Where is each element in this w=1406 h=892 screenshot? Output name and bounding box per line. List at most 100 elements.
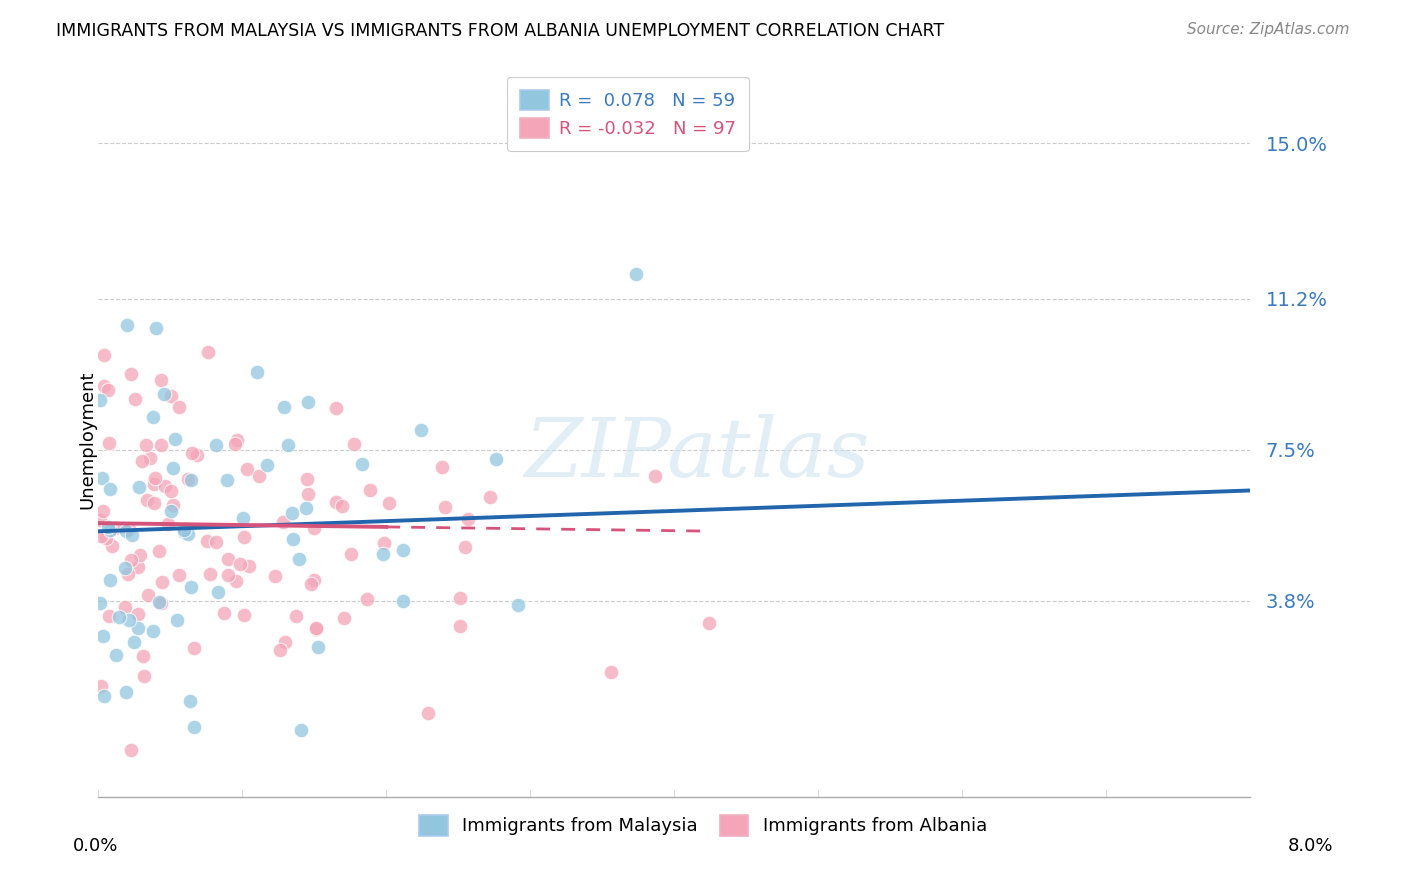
Point	[247, 469, 270, 483]
Point	[93, 379, 115, 393]
Text: 8.0%: 8.0%	[1288, 837, 1333, 855]
Point	[433, 500, 456, 515]
Point	[277, 438, 299, 452]
Point	[93, 348, 115, 362]
Point	[91, 470, 114, 484]
Point	[93, 689, 115, 703]
Point	[149, 596, 172, 610]
Point	[409, 423, 432, 437]
Point	[273, 400, 295, 414]
Point	[98, 523, 121, 537]
Point	[457, 512, 479, 526]
Point	[290, 723, 312, 737]
Point	[135, 438, 157, 452]
Point	[271, 515, 294, 529]
Y-axis label: Unemployment: Unemployment	[79, 370, 96, 508]
Point	[430, 459, 453, 474]
Point	[135, 493, 157, 508]
Point	[217, 568, 239, 582]
Point	[373, 536, 395, 550]
Point	[343, 437, 366, 451]
Point	[302, 574, 325, 588]
Point	[90, 679, 112, 693]
Point	[98, 609, 121, 624]
Point	[114, 524, 136, 539]
Point	[236, 462, 259, 476]
Point	[118, 523, 141, 537]
Point	[143, 471, 166, 485]
Point	[118, 613, 141, 627]
Point	[155, 479, 177, 493]
Point	[228, 558, 250, 572]
Point	[181, 446, 204, 460]
Point	[356, 591, 378, 606]
Point	[378, 496, 401, 510]
Point	[115, 318, 138, 332]
Point	[104, 521, 127, 535]
Text: ZIPatlas: ZIPatlas	[524, 414, 870, 494]
Point	[160, 484, 183, 499]
Point	[359, 483, 381, 498]
Point	[157, 516, 180, 531]
Point	[305, 621, 328, 635]
Point	[131, 453, 153, 467]
Point	[98, 436, 121, 450]
Point	[180, 580, 202, 594]
Point	[115, 685, 138, 699]
Point	[339, 547, 361, 561]
Point	[150, 574, 173, 589]
Point	[644, 469, 666, 483]
Point	[167, 400, 190, 414]
Point	[91, 629, 114, 643]
Point	[454, 540, 477, 554]
Point	[697, 615, 720, 630]
Point	[108, 610, 131, 624]
Point	[245, 365, 267, 379]
Point	[150, 438, 173, 452]
Point	[350, 457, 373, 471]
Point	[225, 574, 247, 588]
Point	[142, 410, 165, 425]
Point	[177, 527, 200, 541]
Point	[120, 367, 142, 381]
Point	[124, 392, 146, 407]
Point	[134, 669, 156, 683]
Point	[284, 609, 307, 624]
Text: Source: ZipAtlas.com: Source: ZipAtlas.com	[1187, 22, 1350, 37]
Point	[173, 523, 195, 537]
Point	[485, 452, 508, 467]
Point	[183, 641, 205, 656]
Point	[224, 437, 246, 451]
Point	[297, 486, 319, 500]
Point	[371, 547, 394, 561]
Point	[89, 513, 111, 527]
Point	[162, 461, 184, 475]
Point	[120, 553, 142, 567]
Point	[165, 432, 187, 446]
Point	[297, 395, 319, 409]
Point	[232, 530, 254, 544]
Point	[162, 499, 184, 513]
Point	[226, 433, 249, 447]
Point	[269, 643, 291, 657]
Point	[179, 693, 201, 707]
Point	[325, 401, 347, 415]
Point	[105, 648, 128, 663]
Legend: Immigrants from Malaysia, Immigrants from Albania: Immigrants from Malaysia, Immigrants fro…	[412, 807, 994, 843]
Point	[283, 532, 305, 546]
Point	[392, 543, 415, 558]
Point	[238, 558, 260, 573]
Point	[183, 720, 205, 734]
Point	[233, 607, 256, 622]
Point	[197, 534, 219, 549]
Point	[152, 387, 174, 401]
Point	[149, 373, 172, 387]
Point	[98, 483, 121, 497]
Point	[173, 524, 195, 539]
Point	[89, 596, 111, 610]
Point	[90, 529, 112, 543]
Point	[449, 591, 471, 605]
Point	[132, 649, 155, 664]
Point	[600, 665, 623, 679]
Point	[114, 600, 136, 615]
